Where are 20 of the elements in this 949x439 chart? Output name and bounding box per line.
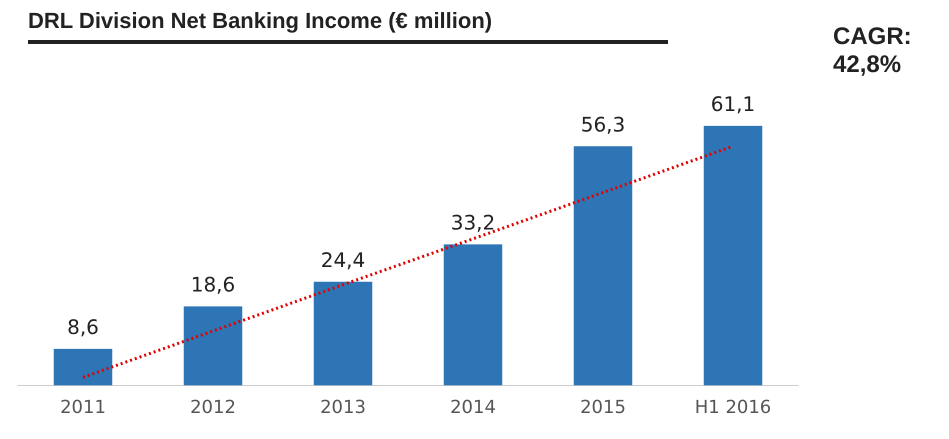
x-tick-label: 2012	[190, 396, 236, 418]
bar	[314, 282, 372, 386]
x-tick-label: 2015	[580, 396, 626, 418]
data-label: 8,6	[67, 315, 99, 340]
bar	[54, 348, 112, 386]
data-label: 56,3	[580, 112, 626, 136]
bar	[184, 306, 242, 386]
bar	[704, 126, 762, 386]
x-tick-label: H1 2016	[694, 396, 772, 418]
x-tick-label: 2013	[320, 396, 366, 418]
x-tick-label: 2014	[450, 396, 496, 418]
data-label: 61,1	[710, 92, 756, 116]
text: CAGR: 42,8%	[833, 23, 913, 79]
data-label: 24,4	[320, 248, 366, 272]
data-label: 33,2	[450, 210, 496, 235]
x-tick-label: 2011	[60, 396, 106, 418]
bar	[574, 146, 632, 386]
chart-title: DRL Division Net Banking Income (€ million)	[28, 8, 492, 34]
bar	[444, 244, 502, 386]
data-label: 18,6	[190, 272, 236, 297]
